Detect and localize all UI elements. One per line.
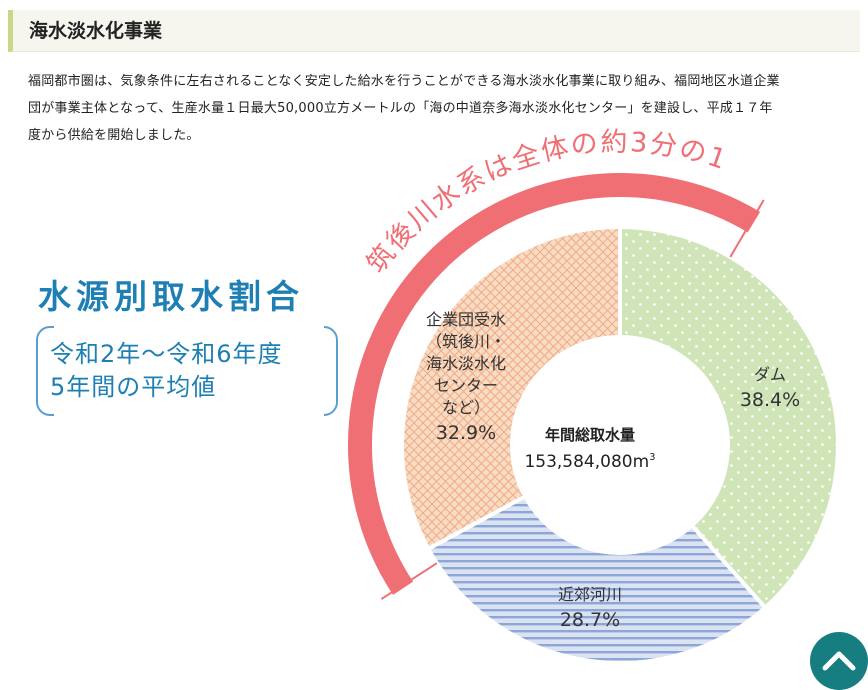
period-bracket: [36, 324, 338, 418]
chevron-up-icon: [822, 651, 856, 671]
period-bracket-gap-top: [54, 324, 324, 330]
period-line: 5年間の平均値: [50, 373, 217, 401]
slice-value-river: 28.7%: [560, 609, 620, 631]
slice-corp: [400, 224, 622, 552]
section-heading: 海水淡水化事業: [8, 10, 860, 52]
slice-label-river: 近郊河川: [558, 585, 622, 604]
intro-text: 福岡都市圏は、気象条件に左右されることなく安定した給水を行うことができる海水淡水…: [28, 68, 864, 149]
center-value-unit-superscript: 3: [649, 452, 655, 463]
slice-dam: [618, 224, 840, 611]
back-to-top-button[interactable]: [810, 632, 868, 690]
intro-line: 福岡都市圏は、気象条件に左右されることなく安定した給水を行うことができる海水淡水…: [28, 74, 780, 89]
center-label: 年間総取水量: [545, 426, 635, 444]
arc-tick-start: [380, 562, 438, 600]
center-value: 153,584,080m3: [524, 452, 655, 472]
period-bracket-gap-bottom: [54, 412, 324, 418]
slice-label-dam: ダム: [754, 365, 786, 384]
period-label: 令和2年～令和6年度 5年間の平均値: [50, 338, 283, 404]
intro-line: 団が事業主体となって、生産水量１日最大50,000立方メートルの「海の中道奈多海…: [28, 101, 773, 116]
arc-tick-end: [729, 199, 765, 258]
arc-band: [348, 173, 761, 595]
slice-label-corp: 企業団受水（筑後川・海水淡水化センターなど）: [426, 310, 506, 417]
chart-title: 水源別取水割合: [38, 277, 304, 316]
slice-river: [425, 493, 769, 665]
slice-value-dam: 38.4%: [740, 389, 800, 411]
intro-line: 度から供給を開始しました。: [28, 128, 200, 143]
period-line: 令和2年～令和6年度: [50, 340, 283, 368]
slice-value-corp: 32.9%: [436, 422, 496, 444]
